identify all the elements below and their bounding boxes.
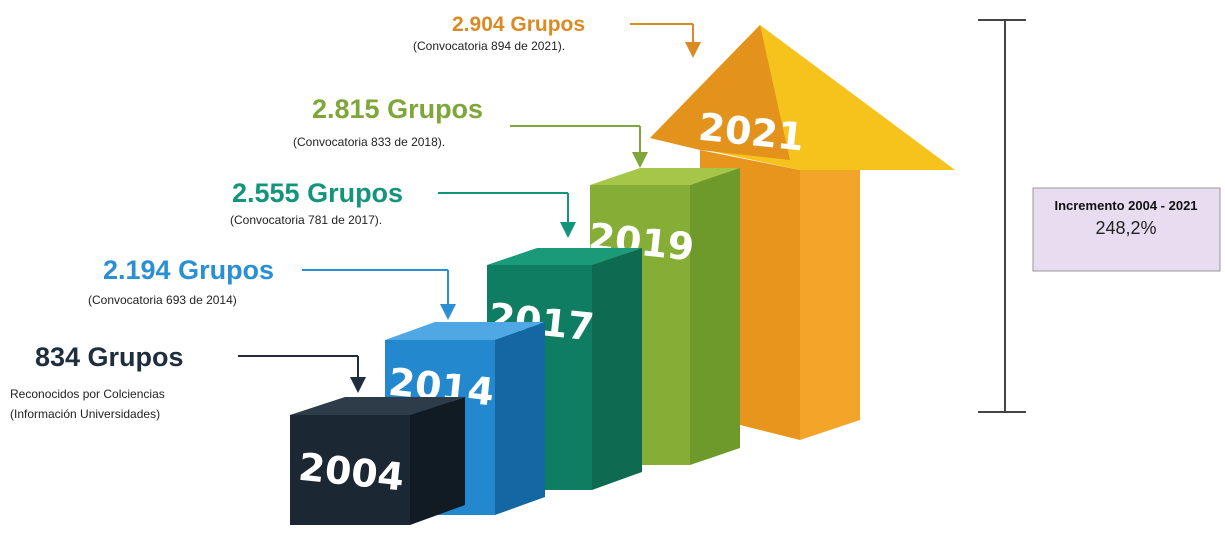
label-2021: 2.904 Grupos (Convocatoria 894 de 2021). [413,13,693,53]
increment-title: Incremento 2004 - 2021 [1054,198,1197,213]
increment-value: 248,2% [1095,218,1156,238]
label: 2.194 Grupos [103,255,274,285]
note: (Convocatoria 894 de 2021). [413,39,565,53]
infographic: 2021 2019 2017 2014 2004 834 Grupos Reco… [0,0,1225,537]
increment-box: Incremento 2004 - 2021 248,2% [1033,188,1220,271]
label-2019: 2.815 Grupos (Convocatoria 833 de 2018). [293,94,640,160]
note: (Convocatoria 781 de 2017). [230,213,382,227]
note: (Convocatoria 833 de 2018). [293,135,445,149]
label-2014: 2.194 Grupos (Convocatoria 693 de 2014) [88,255,448,312]
note: (Convocatoria 693 de 2014) [88,293,237,307]
label: 2.904 Grupos [452,13,585,36]
label-2004: 834 Grupos Reconocidos por Colciencias (… [10,342,358,421]
label: 2.555 Grupos [232,178,403,208]
label: 2.815 Grupos [312,94,483,124]
label-2017: 2.555 Grupos (Convocatoria 781 de 2017). [230,178,568,230]
label: 834 Grupos [35,342,184,372]
block-2004: 2004 [290,397,465,525]
bracket [978,20,1026,412]
note: (Información Universidades) [10,407,160,421]
note: Reconocidos por Colciencias [10,387,165,401]
